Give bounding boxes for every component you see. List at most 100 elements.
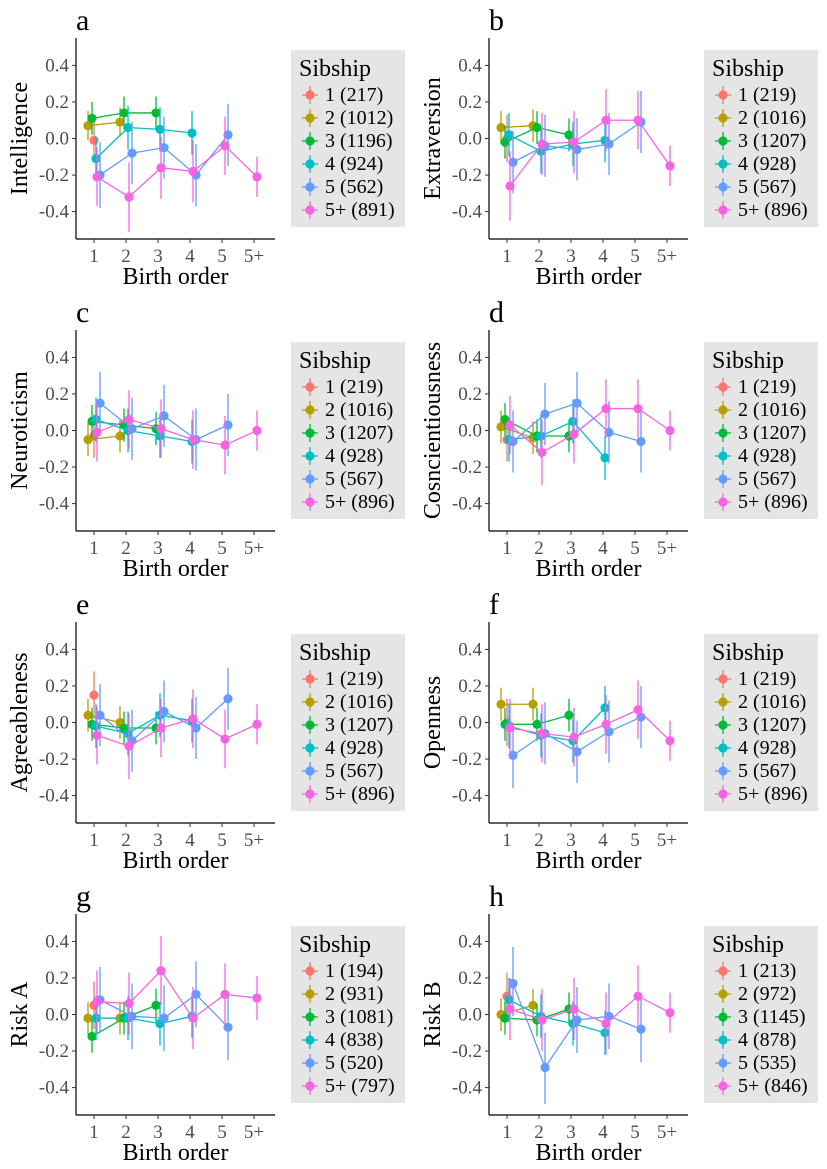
legend-key-point [718,1012,728,1022]
y-tick-label: 0.0 [45,129,69,150]
legend-label: 4 (928) [325,445,383,467]
data-point [92,997,102,1007]
y-tick-label: 0.4 [45,639,69,660]
legend-label: 1 (219) [738,376,796,398]
x-tick-label: 1 [502,1122,512,1143]
legend-label: 2 (1016) [325,691,393,713]
data-point [252,172,262,182]
data-point [665,1008,675,1018]
legend-key-point [305,405,315,415]
x-tick-label: 4 [185,830,195,851]
legend-key-point [305,743,315,753]
x-tick-label: 5 [630,1122,640,1143]
series-5 [508,946,646,1105]
y-tick-label: 0.2 [458,384,482,405]
data-point [188,166,198,176]
data-point [572,144,582,155]
legend-label: 5 (567) [738,760,796,782]
series-line [508,999,606,1034]
x-tick-label: 3 [153,1122,163,1143]
legend-title: Sibship [712,56,784,82]
legend-label: 4 (928) [325,737,383,759]
x-axis-title: Birth order [123,848,229,874]
y-tick-label: -0.4 [452,202,483,223]
data-point [91,1013,101,1023]
data-point [537,1015,547,1025]
data-point [633,991,643,1001]
legend-key-point [718,159,728,169]
legend-title: Sibship [299,932,371,958]
legend-key-point [718,451,728,461]
data-point [569,1004,579,1014]
legend-key-point [718,205,728,215]
legend-key-point [718,674,728,684]
legend-key-point [305,989,315,999]
legend-key-point [718,1058,728,1068]
x-tick-label: 2 [534,1122,544,1143]
data-point [528,1000,538,1010]
series-2 [496,687,538,721]
y-tick-label: 0.4 [458,931,482,952]
legend-label: 4 (878) [738,1029,796,1051]
legend-label: 3 (1196) [325,130,393,152]
data-point [569,732,579,742]
x-tick-label: 3 [566,1122,576,1143]
legend-label: 4 (928) [738,153,796,175]
legend-key-point [305,1012,315,1022]
x-tick-label: 5 [630,538,640,559]
y-tick-label: 0.4 [45,931,69,952]
data-point [496,122,506,133]
x-tick-label: 4 [185,246,195,267]
y-axis-title: Neuroticism [7,371,33,490]
legend-key-point [718,405,728,415]
legend-label: 5+ (896) [738,199,808,221]
data-point [540,409,550,419]
data-point [151,108,161,118]
chart-panel-g: g -0.4 -0.2 0.0 0.2 0.4 1 2 3 4 5 5+ Birth order Risk… [7,880,405,1166]
x-tick-label: 4 [185,538,195,559]
data-point [220,141,230,151]
chart-panel-b: b -0.4 -0.2 0.0 0.2 0.4 1 2 3 4 5 5+ Birth order Extr… [420,4,818,290]
series-1 [89,671,99,719]
data-point [223,420,233,430]
legend-label: 4 (928) [738,445,796,467]
y-tick-label: -0.2 [39,1041,69,1062]
x-tick-label: 2 [121,830,131,851]
legend-label: 2 (1016) [738,399,806,421]
y-tick-label: 0.2 [458,92,482,113]
data-point [83,435,93,445]
legend-label: 1 (219) [738,668,796,690]
data-point [89,690,99,700]
legend-label: 4 (924) [325,153,383,175]
legend-key-point [718,1081,728,1091]
series-2 [83,419,125,457]
legend-label: 2 (1016) [738,107,806,129]
data-point [187,128,197,138]
y-tick-label: -0.2 [39,457,69,478]
y-tick-label: 0.2 [458,968,482,989]
legend-key-point [718,113,728,123]
data-point [564,710,574,720]
x-tick-label: 5+ [657,1122,677,1143]
x-tick-label: 1 [89,538,99,559]
x-axis-title: Birth order [536,264,642,290]
series-5 [508,372,646,473]
legend-label: 4 (928) [738,737,796,759]
data-point [572,1015,582,1025]
data-point [115,431,125,441]
legend-key-point [718,766,728,776]
x-tick-label: 5 [630,830,640,851]
legend-key-point [305,720,315,730]
legend-label: 3 (1081) [325,1006,393,1028]
x-tick-label: 3 [153,538,163,559]
legend-key-point [305,113,315,123]
legend-key-point [305,382,315,392]
panel-letter: b [489,4,504,37]
legend-title: Sibship [712,640,784,666]
legend-key-point [305,697,315,707]
series-line [96,718,258,747]
legend-label: 5+ (891) [325,199,395,221]
y-tick-label: -0.4 [452,494,483,515]
x-tick-label: 5 [217,246,227,267]
